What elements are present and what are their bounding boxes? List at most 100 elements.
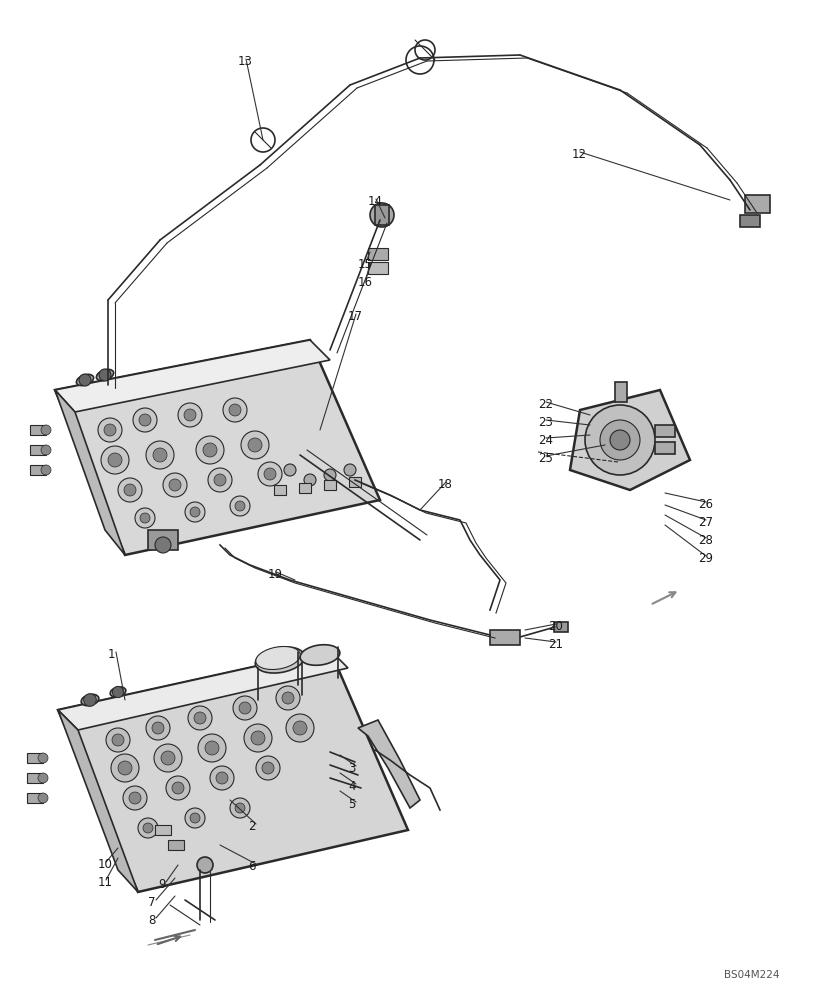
Circle shape [41,465,51,475]
Bar [740,215,760,227]
Circle shape [239,702,251,714]
Circle shape [214,474,226,486]
Bar [27,773,43,783]
Circle shape [138,818,158,838]
Bar [349,477,361,487]
Circle shape [600,420,640,460]
Circle shape [41,425,51,435]
Polygon shape [58,650,348,730]
Circle shape [154,744,182,772]
Ellipse shape [255,647,305,673]
Bar [655,442,675,454]
Circle shape [185,808,205,828]
Ellipse shape [255,646,300,670]
Text: 14: 14 [368,195,383,208]
Text: 15: 15 [358,258,373,271]
Polygon shape [55,390,125,555]
Circle shape [229,404,241,416]
Bar [554,622,568,632]
Text: 2: 2 [248,820,255,833]
Bar [368,248,388,260]
Circle shape [208,468,232,492]
Bar [30,425,46,435]
Circle shape [185,502,205,522]
Text: 28: 28 [698,534,713,547]
Text: 12: 12 [572,148,587,161]
Circle shape [276,686,300,710]
Circle shape [123,786,147,810]
Circle shape [98,418,122,442]
Bar [274,485,286,495]
Circle shape [190,507,200,517]
Bar [155,825,171,835]
Circle shape [140,513,150,523]
Text: 26: 26 [698,498,713,511]
Circle shape [198,734,226,762]
Text: 16: 16 [358,276,373,289]
Text: 11: 11 [98,876,113,889]
Circle shape [152,722,164,734]
Circle shape [112,686,124,698]
Circle shape [282,692,294,704]
Circle shape [251,731,265,745]
Circle shape [41,445,51,455]
Circle shape [111,754,139,782]
Polygon shape [58,710,138,892]
Circle shape [244,724,272,752]
Ellipse shape [300,645,339,665]
Circle shape [38,793,48,803]
Bar [375,205,389,225]
Circle shape [370,203,394,227]
Circle shape [293,721,307,735]
Circle shape [143,823,153,833]
Circle shape [101,446,129,474]
Circle shape [223,398,247,422]
Circle shape [286,714,314,742]
Circle shape [344,464,356,476]
Bar [27,753,43,763]
Circle shape [153,448,167,462]
Circle shape [196,436,224,464]
Circle shape [190,813,200,823]
Circle shape [188,706,212,730]
Circle shape [248,438,262,452]
Text: 20: 20 [548,620,563,633]
Circle shape [104,424,116,436]
Circle shape [161,751,175,765]
Polygon shape [358,720,420,808]
Bar [368,262,388,274]
Circle shape [133,408,157,432]
Bar [27,793,43,803]
Text: 3: 3 [348,762,355,775]
Text: 10: 10 [98,858,113,871]
Circle shape [264,468,276,480]
Text: 17: 17 [348,310,363,323]
Circle shape [99,369,111,381]
Ellipse shape [82,694,99,706]
Circle shape [262,762,274,774]
Circle shape [129,792,141,804]
Ellipse shape [77,374,94,386]
Circle shape [146,716,170,740]
Circle shape [118,761,132,775]
Circle shape [124,484,136,496]
Ellipse shape [96,369,114,381]
Text: 4: 4 [348,780,355,793]
Text: 23: 23 [538,416,553,429]
Circle shape [585,405,655,475]
Circle shape [216,772,228,784]
Text: 29: 29 [698,552,713,565]
Circle shape [304,474,316,486]
Bar [324,480,336,490]
Circle shape [235,803,245,813]
Circle shape [155,537,171,553]
Text: 22: 22 [538,398,553,411]
Circle shape [106,728,130,752]
Circle shape [184,409,196,421]
Circle shape [84,694,96,706]
Text: 24: 24 [538,434,553,447]
Circle shape [79,374,91,386]
Bar [615,382,627,402]
Bar [745,195,770,213]
Bar [490,630,520,645]
